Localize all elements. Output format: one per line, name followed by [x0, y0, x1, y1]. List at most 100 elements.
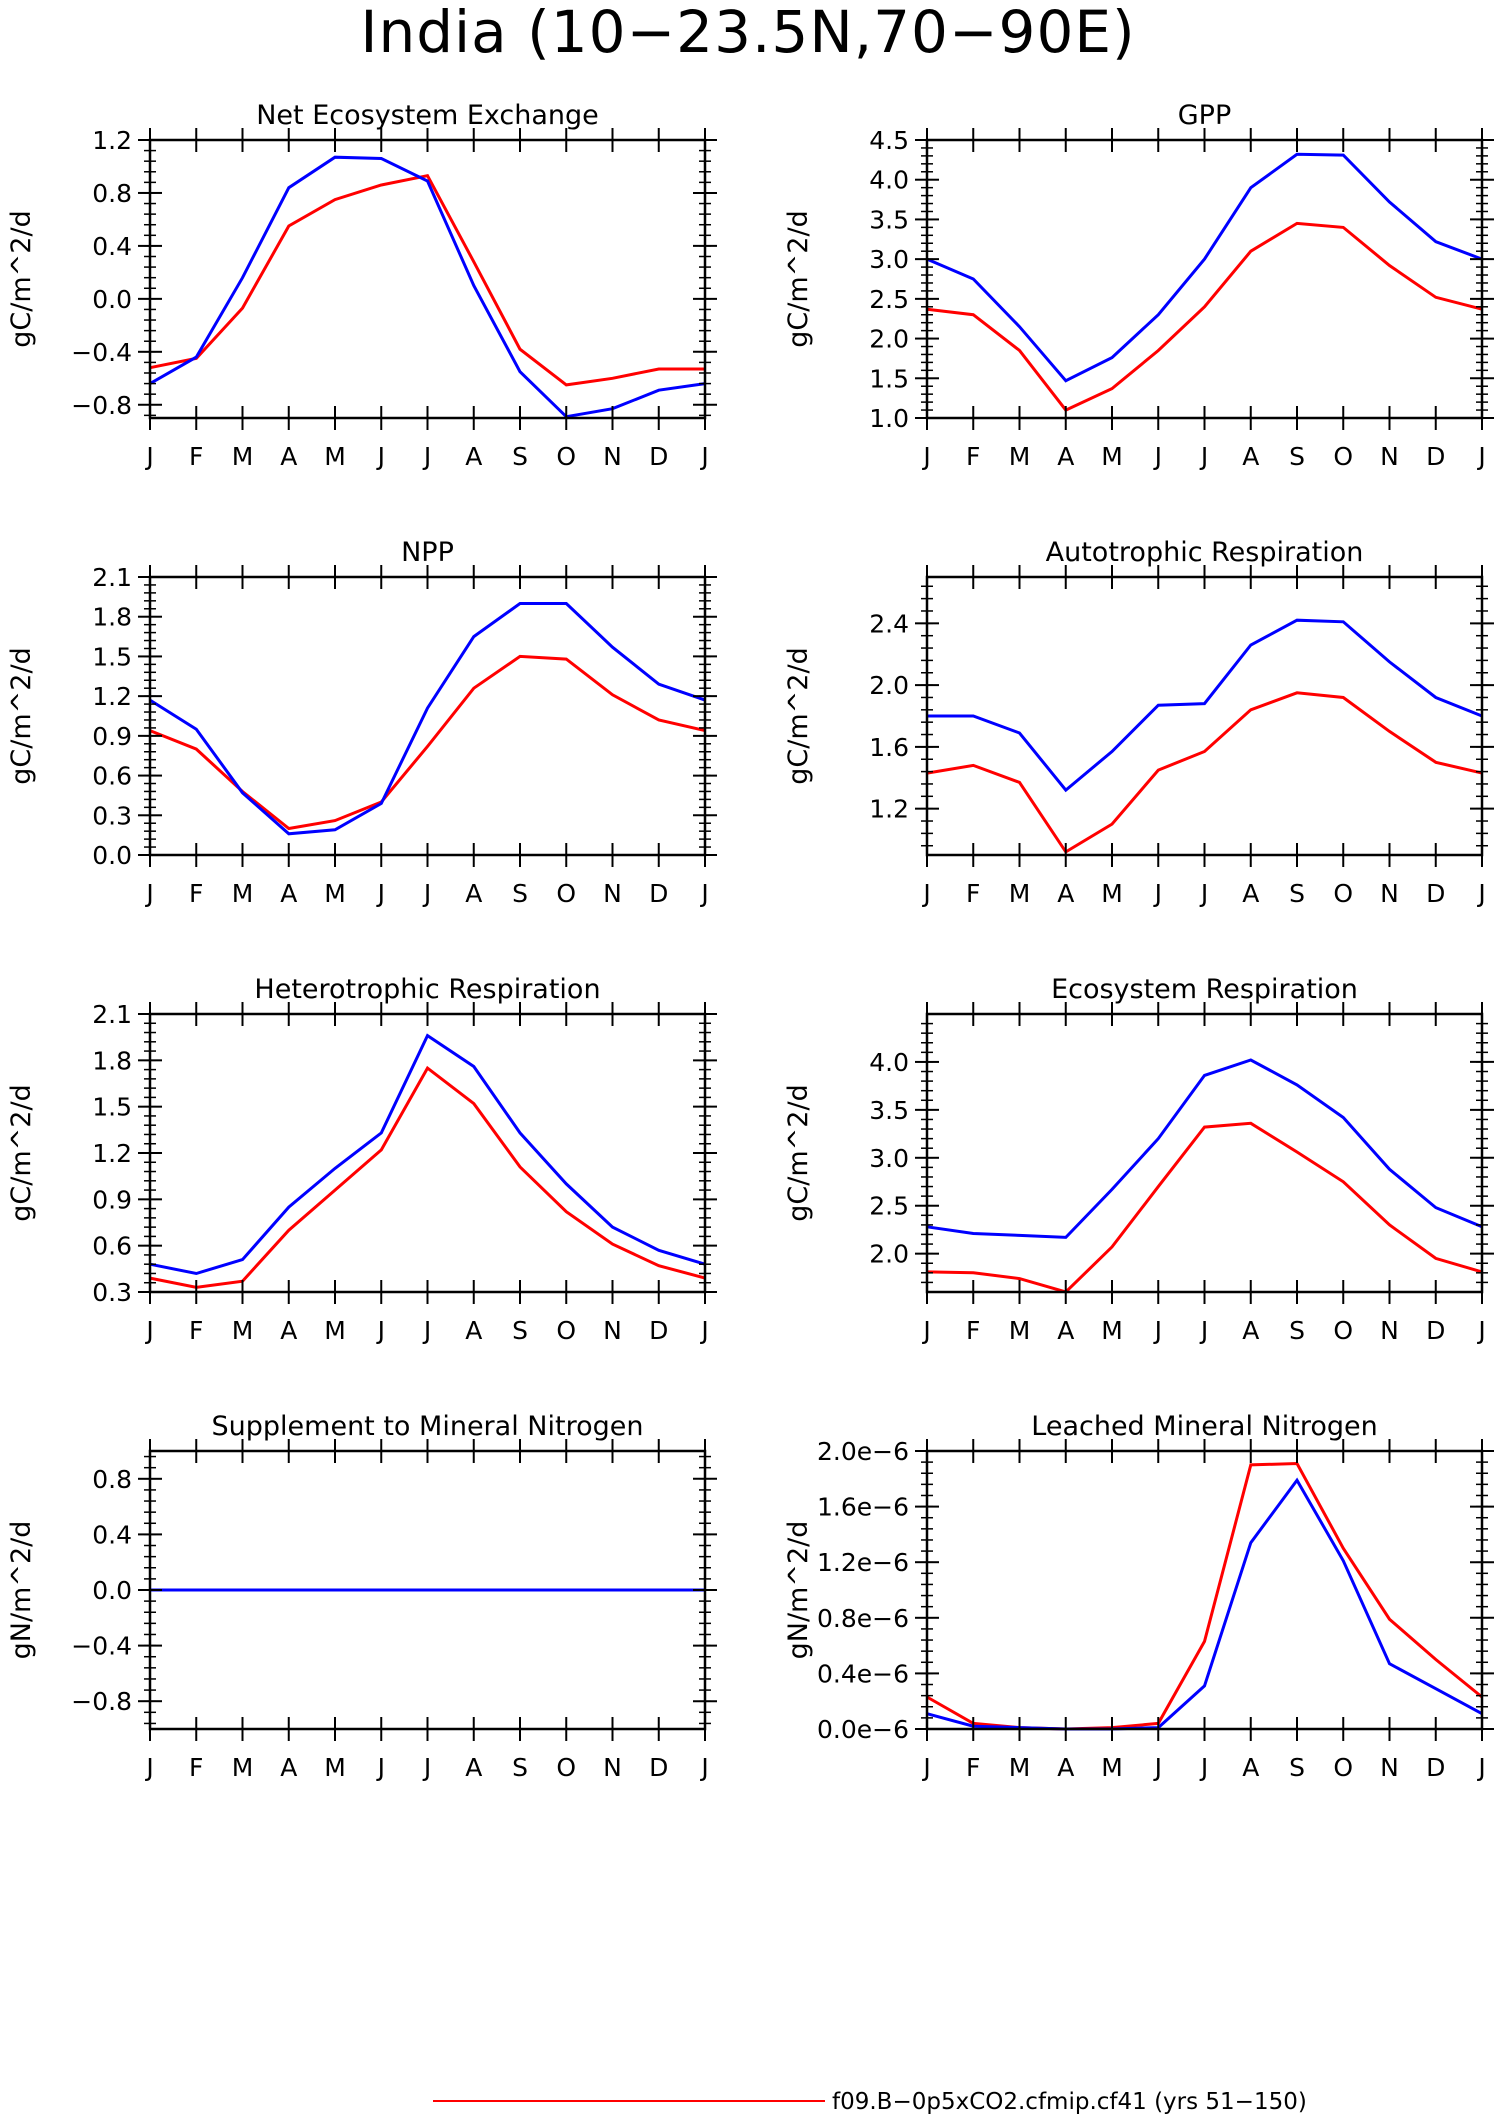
plot-frame: [148, 575, 707, 857]
series-line-blue: [149, 1033, 706, 1276]
x-tick-label: D: [1426, 879, 1445, 908]
plot-frame: [925, 575, 1484, 857]
x-tick-label: N: [603, 879, 622, 908]
x-tick-label: J: [921, 879, 930, 908]
y-axis-label: gN/m^2/d: [783, 1521, 814, 1660]
x-tick-label: J: [422, 442, 431, 471]
x-tick-label: M: [1009, 1316, 1031, 1345]
series-line-blue: [149, 602, 706, 836]
x-tick-label: A: [280, 1316, 297, 1345]
x-tick-label: O: [1333, 442, 1353, 471]
y-tick-label: 1.5: [92, 1093, 132, 1122]
y-tick-label: 0.6: [92, 762, 132, 791]
x-tick-label: D: [649, 1316, 668, 1345]
x-tick-label: A: [1242, 1316, 1259, 1345]
y-tick-label: 0.9: [92, 722, 132, 751]
series-line-red: [926, 221, 1483, 412]
y-axis-label: gC/m^2/d: [783, 647, 814, 784]
x-tick-label: O: [556, 879, 576, 908]
x-tick-label: J: [1153, 442, 1162, 471]
x-tick-label: F: [966, 1753, 980, 1782]
x-tick-label: D: [1426, 442, 1445, 471]
y-tick-label: 0.8: [92, 179, 132, 208]
x-tick-label: S: [512, 1753, 528, 1782]
y-tick-label: 1.5: [869, 364, 909, 393]
series-line-red: [926, 1121, 1483, 1294]
x-tick-label: S: [1289, 442, 1305, 471]
panel-title: Leached Mineral Nitrogen: [1031, 1411, 1377, 1442]
y-tick-label: 2.0e−6: [817, 1437, 909, 1466]
x-tick-label: D: [649, 1753, 668, 1782]
chart-panel-5: Heterotrophic Respiration gC/m^2/d 0.3 0.6 0…: [6, 974, 717, 1345]
y-tick-label: 1.8: [92, 1046, 132, 1075]
x-tick-label: J: [1199, 879, 1208, 908]
x-tick-label: M: [1101, 879, 1123, 908]
x-tick-label: J: [422, 1316, 431, 1345]
x-tick-label: D: [649, 442, 668, 471]
x-tick-label: J: [1153, 1753, 1162, 1782]
x-tick-label: S: [1289, 879, 1305, 908]
y-tick-label: −0.8: [71, 1687, 132, 1716]
x-tick-label: J: [144, 1753, 153, 1782]
y-tick-label: 0.3: [92, 1278, 132, 1307]
x-tick-label: N: [603, 1753, 622, 1782]
series-line-red: [926, 1461, 1483, 1731]
x-tick-label: J: [921, 442, 930, 471]
series-line-blue: [926, 1058, 1483, 1239]
panel-title: Ecosystem Respiration: [1051, 974, 1358, 1005]
x-tick-label: S: [512, 442, 528, 471]
x-tick-label: J: [144, 1316, 153, 1345]
y-tick-label: 2.4: [869, 609, 909, 638]
y-axis-label: gC/m^2/d: [6, 1084, 37, 1221]
series-line-red: [149, 1065, 706, 1289]
x-tick-label: S: [1289, 1316, 1305, 1345]
y-tick-label: 0.4e−6: [817, 1659, 909, 1688]
x-tick-label: J: [1199, 1316, 1208, 1345]
x-tick-label: M: [324, 1316, 346, 1345]
x-tick-label: O: [556, 442, 576, 471]
x-tick-label: J: [699, 1316, 708, 1345]
x-tick-label: A: [280, 1753, 297, 1782]
x-tick-label: N: [603, 442, 622, 471]
y-tick-label: 1.6e−6: [817, 1493, 909, 1522]
x-tick-label: M: [1101, 1753, 1123, 1782]
x-tick-label: J: [921, 1753, 930, 1782]
x-tick-label: J: [1476, 1753, 1485, 1782]
y-tick-label: 2.1: [92, 563, 132, 592]
x-tick-label: M: [324, 879, 346, 908]
x-tick-label: A: [1242, 879, 1259, 908]
x-tick-label: J: [422, 1753, 431, 1782]
series-line-blue: [926, 1477, 1483, 1731]
y-tick-label: 0.8e−6: [817, 1604, 909, 1633]
x-tick-label: A: [1057, 879, 1074, 908]
x-tick-label: J: [422, 879, 431, 908]
y-axis-label: gC/m^2/d: [6, 210, 37, 347]
x-tick-label: F: [189, 1316, 203, 1345]
chart-panel-7: Supplement to Mineral Nitrogen gN/m^2/d −0…: [6, 1411, 717, 1782]
y-tick-label: 1.2: [92, 682, 132, 711]
y-tick-label: 2.0: [869, 671, 909, 700]
x-tick-label: M: [232, 1316, 254, 1345]
x-tick-label: M: [1101, 442, 1123, 471]
x-tick-label: A: [1057, 1753, 1074, 1782]
x-tick-label: M: [1009, 442, 1031, 471]
x-tick-label: J: [144, 442, 153, 471]
x-tick-label: A: [1057, 1316, 1074, 1345]
y-tick-label: −0.8: [71, 391, 132, 420]
x-tick-label: A: [465, 1316, 482, 1345]
x-tick-label: F: [189, 879, 203, 908]
y-tick-label: 3.0: [869, 245, 909, 274]
y-axis-label: gC/m^2/d: [6, 647, 37, 784]
panel-title: Autotrophic Respiration: [1046, 537, 1364, 568]
y-tick-label: 1.8: [92, 603, 132, 632]
y-tick-label: 0.4: [92, 1520, 132, 1549]
x-tick-label: A: [465, 442, 482, 471]
x-tick-label: J: [1199, 1753, 1208, 1782]
chart-panel-6: Ecosystem Respiration gC/m^2/d 2.0 2.5 3.0 3.…: [783, 974, 1494, 1345]
x-tick-label: J: [1199, 442, 1208, 471]
plot-frame: [925, 1012, 1484, 1294]
x-tick-label: J: [921, 1316, 930, 1345]
y-axis-label: gN/m^2/d: [6, 1521, 37, 1660]
